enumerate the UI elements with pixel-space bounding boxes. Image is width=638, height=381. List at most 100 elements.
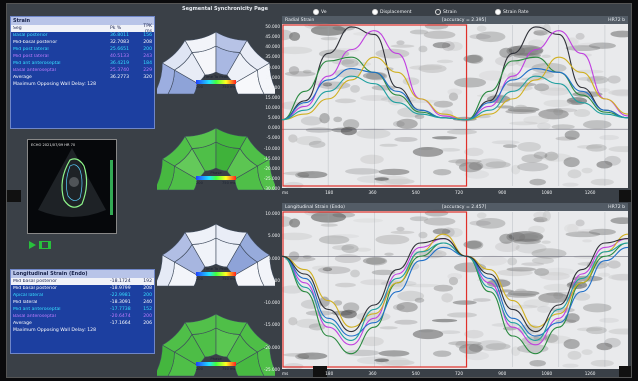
cycle-selection-box[interactable] [282, 211, 468, 368]
speckle-texture [402, 77, 420, 86]
speckle-texture [295, 136, 322, 146]
peak-value: 36.4219 [110, 61, 129, 66]
speckle-texture [335, 98, 356, 104]
speckle-texture [538, 292, 569, 304]
table-row[interactable]: Mid-basal posterior 32.7083 208 [11, 39, 154, 46]
cycle-selection-box[interactable] [282, 24, 468, 187]
speckle-texture [282, 29, 293, 41]
speckle-texture [423, 217, 456, 226]
table-row[interactable]: Mid lateral -18.3091 240 [11, 299, 154, 306]
peak-value: -18.1724 [110, 279, 131, 284]
time-to-peak: 200 [143, 314, 152, 319]
speckle-texture [514, 104, 528, 113]
play-icon[interactable] [29, 241, 36, 249]
table-row[interactable]: Mid ant anteroseptal 36.4219 184 [11, 60, 154, 67]
strain-table-title: Strain [11, 17, 154, 25]
speckle-texture [282, 216, 293, 227]
longitudinal-strain-hr: HR72 b [608, 204, 625, 210]
speckle-texture [553, 107, 564, 116]
speckle-texture [476, 212, 487, 219]
x-tick-label: 1080 [541, 190, 553, 195]
speckle-texture [331, 127, 353, 133]
speckle-texture [320, 37, 338, 41]
table-row[interactable]: Seg Pk % TPK ms [11, 24, 154, 34]
scale-min: 200 [196, 277, 204, 281]
speckle-texture [588, 42, 616, 49]
speckle-texture [521, 154, 543, 163]
speckle-texture [333, 300, 343, 306]
speckle-texture [312, 80, 333, 86]
speckle-texture [604, 155, 621, 166]
speckle-texture [448, 159, 482, 164]
table-row[interactable]: Basal anteroseptal 25.3740 229 [11, 67, 154, 74]
peak-value: -20.6474 [110, 314, 131, 319]
speckle-texture [539, 87, 570, 96]
table-row[interactable]: Apical lateral -22.9981 200 [11, 292, 154, 299]
speckle-texture [555, 136, 577, 141]
speckle-texture [405, 283, 440, 288]
scale-max: 750 ms [222, 181, 236, 185]
speckle-texture [431, 318, 458, 323]
time-to-peak: 208 [143, 40, 152, 45]
radio-strain-rate[interactable]: Strain Rate [495, 9, 529, 15]
echo-viewer[interactable]: ECHO 2021/07/09 HR 70 [27, 139, 117, 234]
speckle-texture [544, 151, 559, 161]
y-tick-label: 10.000 [265, 105, 280, 110]
longitudinal-strain-plot[interactable]: Longitudinal Strain (Endo) [accuracy = 2… [282, 203, 628, 369]
speckle-texture [508, 231, 544, 242]
radio-velocity[interactable]: Ve [313, 9, 327, 15]
table-row[interactable]: Average 36.2773 320 [11, 74, 154, 81]
table-row[interactable]: Mid post lateral 25.6651 200 [11, 46, 154, 53]
longitudinal-table: Longitudinal Strain (Endo) Mid basal pos… [10, 269, 155, 354]
y-tick-label: 5.000 [268, 115, 280, 121]
speckle-texture [297, 352, 328, 360]
table-row[interactable]: Mid ant anteroseptal -17.7738 152 [11, 306, 154, 313]
table-row[interactable]: Mid basal posterior -18.9799 208 [11, 285, 154, 292]
y-tick-label: -30.000 [263, 186, 280, 191]
speckle-texture [409, 29, 429, 35]
speckle-texture [458, 162, 482, 173]
table-row[interactable]: Basal posterior 36.8011 156 [11, 32, 154, 39]
speckle-texture [448, 92, 459, 101]
step-forward-icon[interactable] [39, 241, 51, 249]
speckle-texture [441, 293, 453, 303]
bullseye-segment[interactable] [257, 62, 275, 95]
speckle-texture [499, 233, 514, 244]
speckle-texture [390, 230, 415, 234]
segment-label: Mid ant anteroseptal [13, 307, 61, 312]
speckle-texture [576, 327, 603, 332]
peak-value: 36.8011 [110, 33, 129, 38]
radial-strain-plot[interactable]: Radial Strain [accuracy = 2.395] HR72 b [282, 16, 628, 188]
speckle-texture [468, 161, 484, 171]
table-row[interactable]: Mid post lateral 40.5133 243 [11, 53, 154, 60]
bullseye-segment[interactable] [257, 344, 275, 377]
corner-block [619, 190, 631, 202]
speckle-texture [424, 22, 449, 30]
speckle-texture [567, 169, 582, 179]
table-row[interactable]: Average -17.1664 206 [11, 320, 154, 327]
time-to-peak: 200 [143, 293, 152, 298]
speckle-texture [350, 269, 360, 278]
speckle-texture [318, 235, 350, 245]
table-row[interactable]: Mid basal posterior -18.1724 192 [11, 278, 154, 285]
strain-table-rows: Seg Pk % TPK ms Basal posterior 36.8011 156 Mi… [11, 24, 154, 81]
x-tick-label: 360 [368, 371, 377, 376]
speckle-texture [610, 30, 628, 38]
speckle-texture [575, 219, 585, 227]
speckle-texture [543, 283, 572, 292]
segment-label: Seg [13, 26, 22, 31]
speckle-texture [333, 116, 343, 123]
peak-value: 36.2773 [110, 75, 129, 80]
y-tick-label: -25.000 [263, 367, 280, 372]
table-row[interactable]: Basal anteroseptal -20.6474 200 [11, 313, 154, 320]
speckle-texture [582, 239, 592, 243]
speckle-texture [360, 94, 390, 101]
bullseye-segment[interactable] [257, 254, 275, 287]
segment-label: Mid basal posterior [13, 286, 57, 291]
bullseye-segment[interactable] [257, 158, 275, 191]
speckle-texture [455, 340, 468, 349]
radio-displacement[interactable]: Displacement [372, 9, 412, 15]
bullseye-label: Phase [210, 356, 222, 361]
radio-strain[interactable]: Strain [435, 9, 457, 15]
speckle-texture [447, 272, 463, 280]
